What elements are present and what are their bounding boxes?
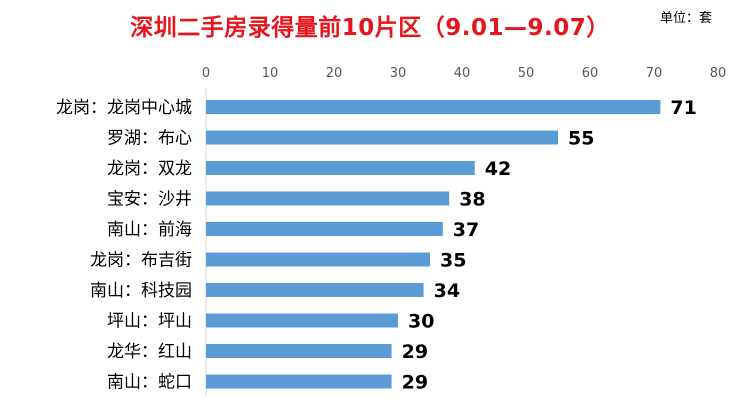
bar: [206, 283, 424, 297]
bar: [206, 130, 558, 145]
x-tick-label: 50: [518, 66, 535, 81]
data-label: 37: [453, 219, 479, 241]
bar: [206, 222, 443, 236]
data-label: 55: [568, 128, 594, 150]
data-label: 42: [485, 158, 511, 180]
category-label: 龙华：红山: [107, 342, 192, 362]
x-tick-label: 80: [710, 66, 727, 81]
x-tick-label: 0: [202, 66, 210, 81]
data-label: 30: [408, 311, 434, 333]
unit-label: 单位：套: [659, 11, 712, 26]
category-label: 宝安：沙井: [107, 190, 192, 210]
chart-title: 深圳二手房录得量前10片区（9.01—9.07）: [130, 15, 610, 41]
bar: [206, 252, 430, 267]
x-tick-label: 10: [262, 66, 279, 81]
data-label: 29: [402, 372, 428, 394]
x-tick-label: 30: [390, 66, 407, 81]
x-tick-label: 60: [582, 66, 599, 81]
data-label: 35: [440, 250, 466, 272]
bar: [206, 374, 392, 389]
category-label: 龙岗：布吉街: [90, 251, 192, 271]
category-label: 罗湖：布心: [107, 129, 192, 149]
x-tick-label: 40: [454, 66, 471, 81]
data-label: 34: [434, 280, 460, 302]
x-tick-label: 70: [646, 66, 663, 81]
category-label: 南山：蛇口: [107, 373, 192, 393]
category-label: 龙岗：双龙: [107, 159, 192, 179]
bar: [206, 313, 398, 328]
bar: [206, 344, 392, 358]
x-tick-label: 20: [326, 66, 343, 81]
data-label: 71: [670, 97, 696, 119]
bar: [206, 191, 450, 206]
category-label: 坪山：坪山: [107, 312, 192, 332]
bar: [206, 100, 661, 114]
category-label: 南山：前海: [107, 220, 192, 240]
category-label: 南山：科技园: [90, 281, 192, 301]
data-label: 38: [459, 189, 485, 211]
data-label: 29: [402, 341, 428, 363]
category-label: 龙岗：龙岗中心城: [56, 98, 192, 118]
bar: [206, 161, 475, 175]
